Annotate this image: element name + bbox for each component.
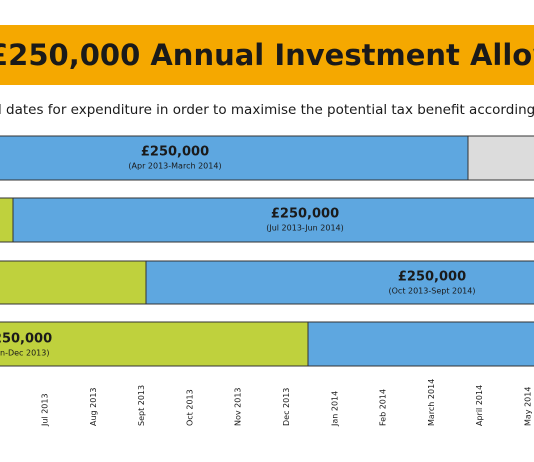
green-bar [0, 197, 14, 243]
row-amount: £250,000 [271, 207, 339, 222]
row-amount: £250,000 [0, 332, 52, 347]
blue-bar [12, 197, 534, 243]
month-label: Nov 2013 [234, 387, 243, 426]
month-label: Oct 2013 [185, 389, 194, 426]
month-label: Jul 2013 [41, 393, 50, 427]
row-period: (Apr 2013-March 2014) [128, 162, 221, 171]
title: £250,000 Annual Investment Allowa [0, 38, 534, 72]
row-period: (Oct 2013-Sept 2014) [389, 287, 476, 296]
month-label: April 2014 [475, 385, 484, 426]
row-period: n-Dec 2013) [0, 349, 49, 358]
blue-bar [0, 135, 469, 181]
month-label: Dec 2013 [282, 388, 291, 426]
month-label: Jan 2014 [330, 391, 339, 427]
month-label: Feb 2014 [379, 389, 388, 426]
green-bar [0, 260, 147, 305]
row-amount: £250,000 [398, 270, 466, 285]
row-period: (Jul 2013-Jun 2014) [266, 224, 344, 233]
row-amount: £250,000 [141, 145, 209, 160]
month-label: Aug 2013 [89, 387, 98, 426]
month-label: Sept 2013 [137, 385, 146, 426]
month-label: March 2014 [427, 379, 436, 426]
title-banner [0, 25, 534, 85]
month-label: May 2014 [524, 387, 533, 426]
blue-bar [145, 260, 534, 305]
blue-bar [307, 321, 534, 367]
grey-bar [467, 135, 534, 181]
subtitle: l dates for expenditure in order to maxi… [0, 102, 534, 118]
